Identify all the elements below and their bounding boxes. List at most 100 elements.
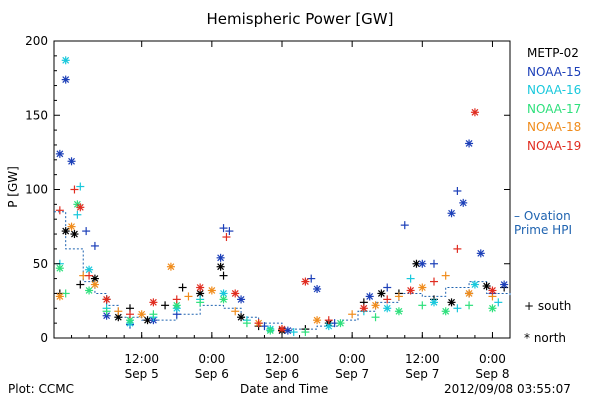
mark-stroke — [477, 249, 485, 257]
data-point — [67, 222, 76, 231]
data-point — [55, 292, 64, 301]
data-point — [254, 319, 263, 328]
mark-stroke — [56, 150, 64, 158]
data-point — [488, 304, 497, 313]
mark-stroke — [360, 304, 368, 312]
mark-stroke — [459, 199, 467, 207]
ovation-hpi-line — [54, 211, 511, 330]
legend-entry-noaa-17: NOAA-17 — [527, 101, 582, 116]
timestamp: 2012/09/08 03:55:07 — [444, 382, 571, 396]
mark-stroke — [62, 56, 70, 64]
mark-stroke — [231, 290, 239, 297]
mark-stroke — [103, 312, 111, 320]
data-point — [55, 149, 64, 158]
data-point — [418, 301, 427, 310]
data-point — [161, 301, 170, 310]
x-tick-label-date: Sep 6 — [265, 367, 299, 381]
data-point — [383, 304, 392, 313]
data-point — [453, 244, 462, 253]
x-axis-label: Date and Time — [240, 382, 329, 396]
chart-title: Hemispheric Power [GW] — [206, 10, 394, 28]
data-point — [447, 298, 456, 307]
mark-stroke — [418, 284, 426, 291]
mark-stroke — [284, 327, 292, 334]
legend: METP-02 NOAA-15 NOAA-16 NOAA-17 NOAA-18 NOAA-… — [527, 44, 581, 155]
x-tick-label-time: 12:00 — [124, 352, 159, 366]
y-tick-label: 200 — [25, 34, 48, 48]
data-point — [482, 282, 491, 291]
data-point — [55, 206, 64, 215]
mark-stroke — [126, 316, 134, 324]
ovation-legend-line1: – Ovation — [514, 209, 571, 223]
data-point — [313, 284, 322, 293]
data-point — [178, 283, 187, 292]
data-point — [307, 274, 316, 283]
data-point — [237, 313, 246, 322]
mark-stroke — [149, 298, 157, 306]
mark-stroke — [76, 203, 84, 211]
data-point — [430, 298, 438, 307]
x-tick-label-date: Sep 7 — [405, 367, 439, 381]
mark-stroke — [71, 230, 78, 238]
legend-entry-noaa-15: NOAA-15 — [527, 64, 582, 79]
data-point — [61, 289, 70, 298]
mark-stroke — [325, 322, 333, 330]
data-point — [359, 304, 368, 313]
mark-stroke — [489, 287, 496, 294]
data-point — [430, 277, 438, 286]
south-symbol-legend: + south — [524, 299, 572, 313]
mark-stroke — [62, 227, 70, 235]
mark-stroke — [337, 319, 344, 327]
data-point — [465, 289, 474, 298]
data-point — [149, 310, 158, 319]
data-point — [73, 210, 82, 219]
data-point — [231, 289, 240, 298]
mark-stroke — [418, 260, 426, 268]
data-point — [470, 280, 479, 289]
data-point — [324, 316, 333, 325]
x-tick-label-time: 0:00 — [479, 352, 506, 366]
mark-stroke — [62, 76, 70, 84]
legend-entry-metp-02: METP-02 — [527, 46, 579, 60]
data-point — [394, 292, 403, 301]
data-point — [453, 304, 462, 313]
data-point — [301, 277, 310, 286]
data-point — [172, 301, 181, 310]
data-point — [371, 313, 380, 322]
data-point — [447, 209, 456, 218]
mark-stroke — [301, 278, 309, 285]
mark-stroke — [313, 285, 321, 293]
data-point — [371, 301, 380, 310]
data-point — [476, 249, 485, 258]
data-point — [126, 310, 134, 319]
mark-stroke — [407, 287, 415, 294]
data-point — [289, 328, 298, 337]
data-point — [219, 271, 228, 280]
mark-stroke — [85, 266, 93, 274]
x-tick-label-time: 12:00 — [405, 352, 440, 366]
data-point — [114, 307, 123, 316]
data-point — [453, 186, 462, 195]
x-tick-label-date: Sep 8 — [475, 367, 509, 381]
data-point — [488, 286, 497, 295]
y-tick-label: 150 — [25, 108, 48, 122]
data-point — [394, 307, 403, 316]
x-tick-label-time: 12:00 — [265, 352, 300, 366]
mark-stroke — [448, 298, 455, 306]
y-tick-label: 0 — [40, 331, 48, 345]
data-point — [219, 295, 228, 304]
mark-stroke — [395, 307, 403, 315]
data-point — [137, 310, 146, 319]
x-tick-label-date: Sep 6 — [195, 367, 229, 381]
data-point — [441, 307, 450, 316]
data-point — [231, 307, 240, 316]
legend-entry-noaa-18: NOAA-18 — [527, 120, 582, 134]
mark-stroke — [68, 157, 75, 165]
data-point — [216, 262, 225, 271]
data-point — [465, 301, 474, 310]
data-point — [430, 259, 438, 268]
data-point — [459, 198, 468, 207]
data-point — [301, 328, 310, 337]
data-point — [441, 271, 450, 280]
mark-stroke — [237, 295, 245, 303]
